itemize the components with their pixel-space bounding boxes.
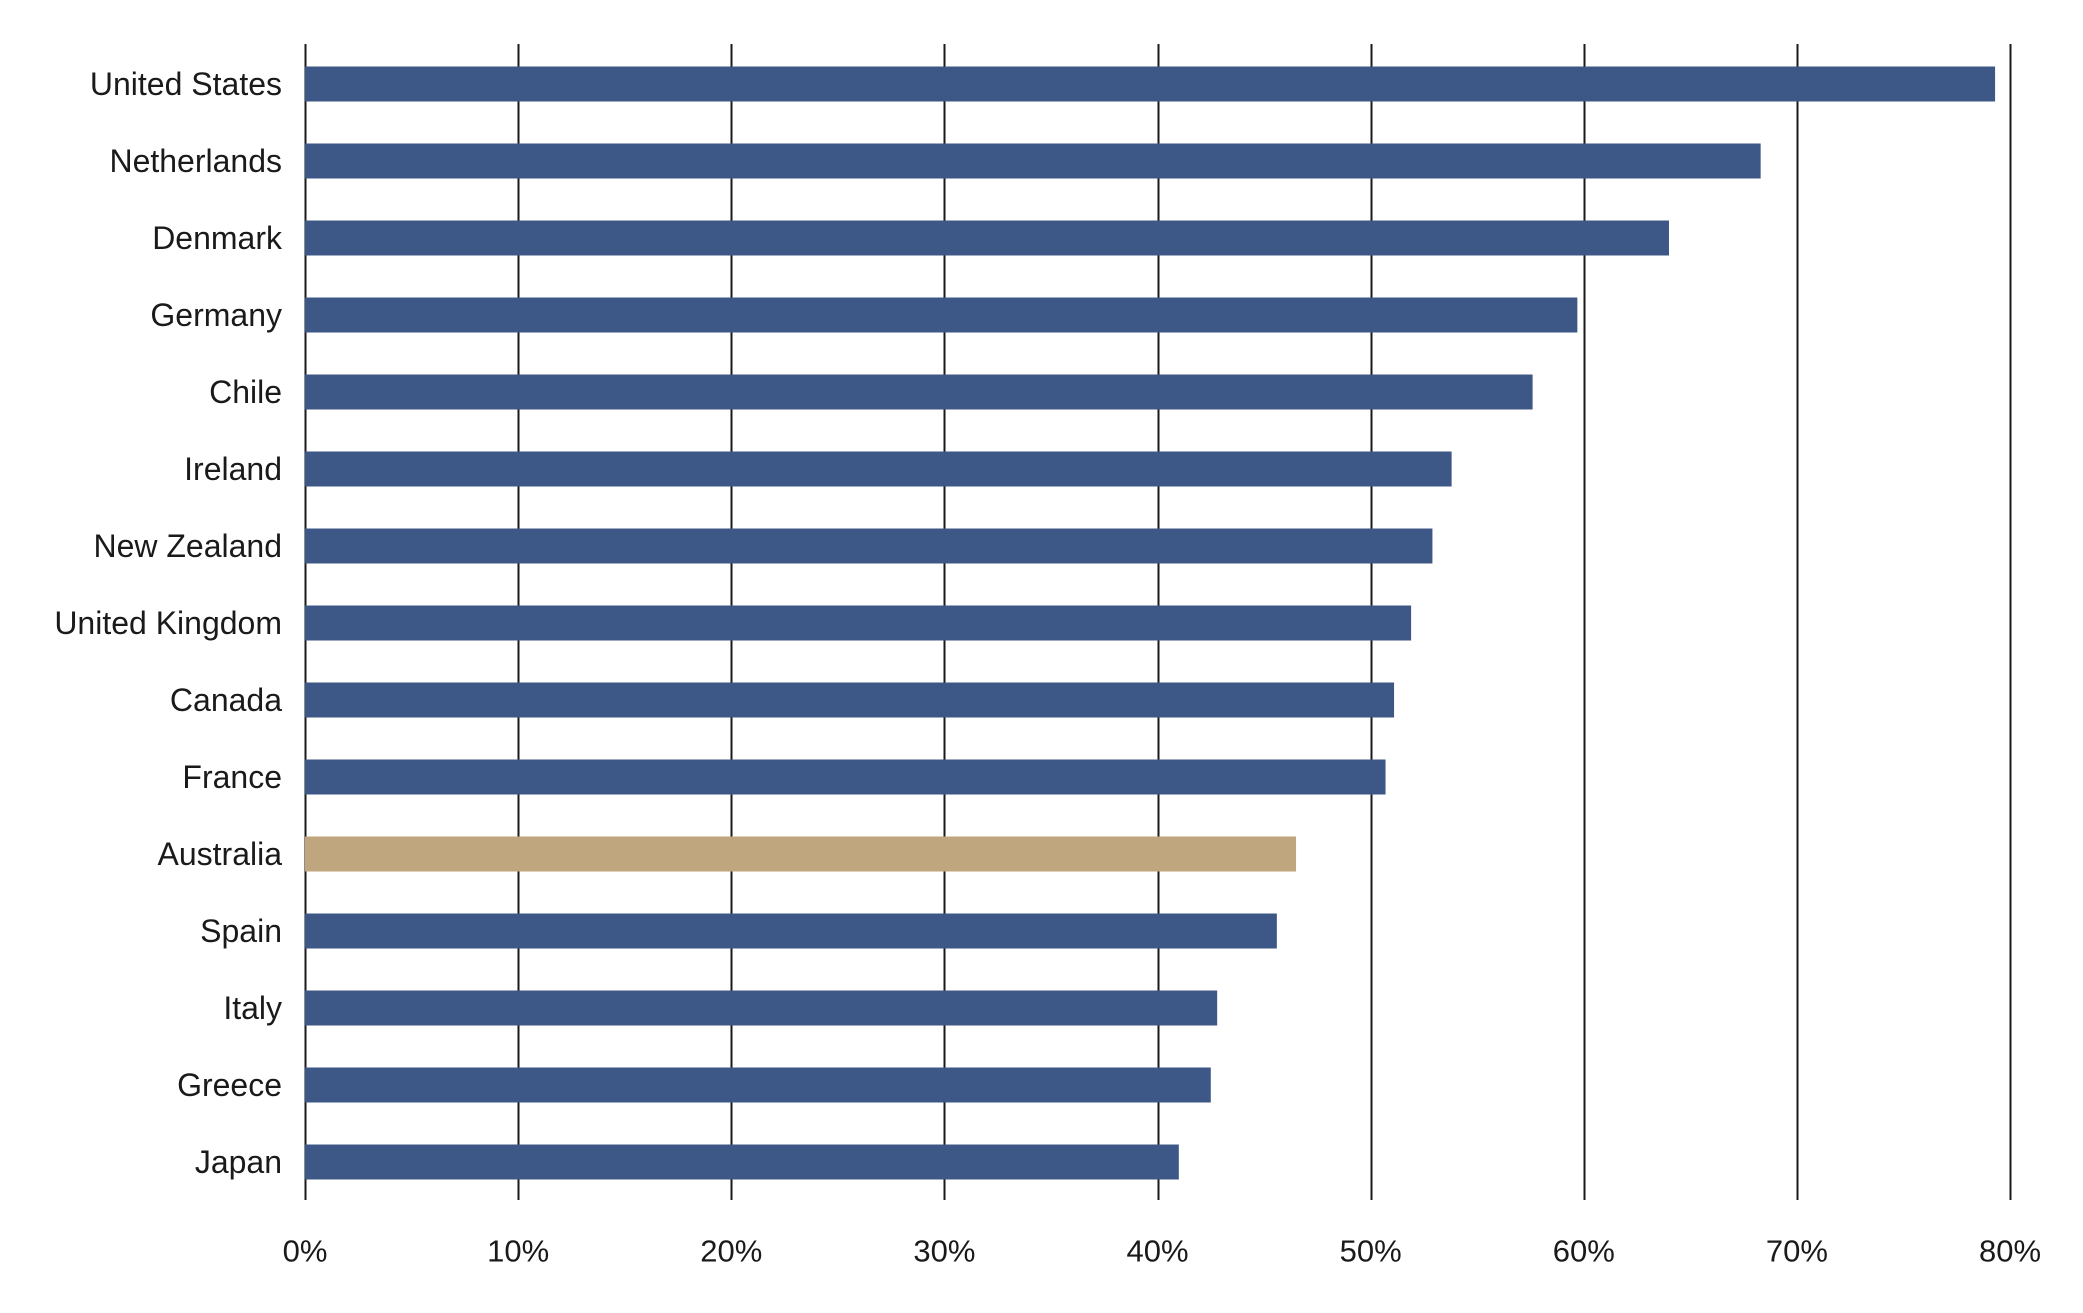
category-label-chile: Chile <box>209 374 282 410</box>
category-label-netherlands: Netherlands <box>109 143 282 179</box>
category-label-germany: Germany <box>150 297 282 333</box>
bar-ireland <box>305 451 1452 487</box>
bar-canada <box>305 682 1395 718</box>
x-tick-label-20: 20% <box>700 1234 762 1269</box>
bar-denmark <box>305 220 1669 256</box>
bar-united-kingdom <box>305 605 1412 641</box>
category-label-australia: Australia <box>158 836 283 872</box>
bar-chile <box>305 374 1533 410</box>
bar-greece <box>305 1067 1211 1103</box>
bar-spain <box>305 913 1277 949</box>
x-axis-tick-labels: 0% 10% 20% 30% 40% 50% 60% 70% 80% <box>283 1234 2041 1269</box>
bar-netherlands <box>305 143 1761 179</box>
x-tick-label-50: 50% <box>1340 1234 1402 1269</box>
bar-germany <box>305 297 1578 333</box>
category-label-italy: Italy <box>223 990 282 1026</box>
bar-italy <box>305 990 1218 1026</box>
x-tick-label-40: 40% <box>1126 1234 1188 1269</box>
x-tick-label-30: 30% <box>913 1234 975 1269</box>
category-label-denmark: Denmark <box>152 220 283 256</box>
category-label-united-states: United States <box>90 66 282 102</box>
category-labels: United States Netherlands Denmark Germany Ch… <box>54 66 283 1180</box>
category-label-united-kingdom: United Kingdom <box>54 605 282 641</box>
x-tick-label-60: 60% <box>1553 1234 1615 1269</box>
bar-new-zealand <box>305 528 1433 564</box>
category-label-france: France <box>182 759 282 795</box>
bar-australia <box>305 836 1297 872</box>
bars <box>305 66 1996 1180</box>
category-label-new-zealand: New Zealand <box>93 528 282 564</box>
bar-france <box>305 759 1386 795</box>
category-label-greece: Greece <box>177 1067 282 1103</box>
category-label-ireland: Ireland <box>184 451 282 487</box>
category-label-japan: Japan <box>195 1144 282 1180</box>
category-label-spain: Spain <box>200 913 282 949</box>
bar-united-states <box>305 66 1996 102</box>
category-label-canada: Canada <box>170 682 282 718</box>
x-tick-label-0: 0% <box>283 1234 328 1269</box>
x-tick-label-70: 70% <box>1766 1234 1828 1269</box>
x-tick-label-10: 10% <box>487 1234 549 1269</box>
x-tick-label-80: 80% <box>1979 1234 2041 1269</box>
bar-japan <box>305 1144 1179 1180</box>
